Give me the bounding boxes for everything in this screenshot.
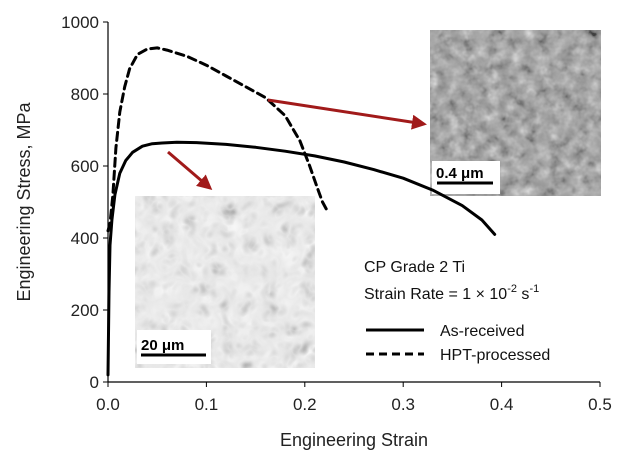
arrow-to-hpt-inset <box>267 98 427 130</box>
x-axis-title: Engineering Strain <box>280 430 428 450</box>
inset-hpt-micrograph: 0.4 μm <box>430 30 601 196</box>
y-tick-label: 0 <box>90 373 99 392</box>
strain-rate-label: Strain Rate = 1 × 10-2 s-1 <box>364 283 539 303</box>
y-tick-label: 200 <box>71 301 99 320</box>
series-line-hpt-processed <box>106 46 328 233</box>
y-tick-label: 600 <box>71 157 99 176</box>
x-tick-label: 0.0 <box>96 395 120 414</box>
y-axis-title: Engineering Stress, MPa <box>14 101 34 301</box>
material-label: CP Grade 2 Ti <box>364 259 465 276</box>
x-tick-label: 0.3 <box>391 395 415 414</box>
x-tick-label: 0.2 <box>293 395 317 414</box>
x-tick-label: 0.1 <box>195 395 219 414</box>
y-ticks: 0 200 400 600 800 1000 <box>61 13 108 392</box>
asreceived-scale-label: 20 μm <box>141 337 184 354</box>
y-tick-label: 1000 <box>61 13 99 32</box>
inset-asreceived-micrograph: 20 μm <box>135 196 315 368</box>
series-line-as-received <box>106 140 497 377</box>
arrow-to-asreceived-inset <box>167 150 213 190</box>
legend: As-received HPT-processed <box>366 323 550 364</box>
hpt-scale-label: 0.4 μm <box>436 165 484 182</box>
series-group <box>106 46 497 377</box>
legend-label-hpt-processed: HPT-processed <box>440 347 550 364</box>
x-ticks: 0.0 0.1 0.2 0.3 0.4 0.5 <box>96 382 612 414</box>
x-tick-label: 0.5 <box>588 395 612 414</box>
x-tick-label: 0.4 <box>490 395 514 414</box>
legend-label-as-received: As-received <box>440 323 524 340</box>
y-tick-label: 400 <box>71 229 99 248</box>
y-tick-label: 800 <box>71 85 99 104</box>
